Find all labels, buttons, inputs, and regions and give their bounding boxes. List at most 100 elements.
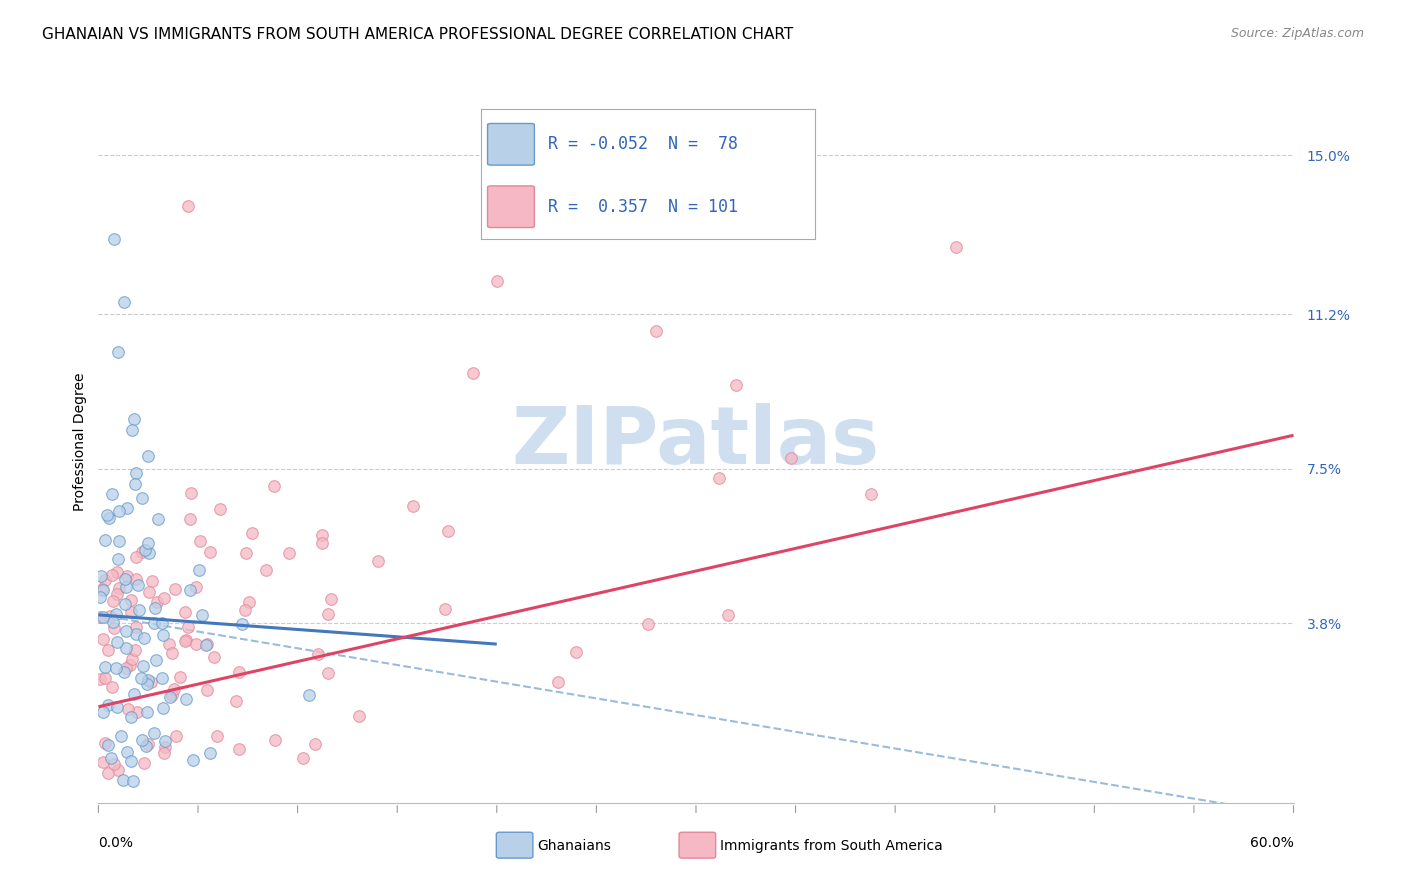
Point xyxy=(160,646,183,660)
Point xyxy=(103,622,125,636)
Point xyxy=(461,366,484,380)
Point xyxy=(367,554,389,568)
Point xyxy=(134,632,156,646)
Y-axis label: Professional Degree: Professional Degree xyxy=(73,372,87,511)
Point xyxy=(169,670,191,684)
Point xyxy=(434,602,457,616)
Point xyxy=(115,746,138,760)
Point xyxy=(124,643,146,657)
Point xyxy=(122,774,145,789)
Point xyxy=(91,755,114,769)
Point xyxy=(235,546,257,560)
Point xyxy=(136,536,159,550)
Point xyxy=(125,627,148,641)
Point xyxy=(105,566,128,580)
Point xyxy=(159,690,181,705)
Point xyxy=(112,294,135,309)
Point xyxy=(304,738,326,752)
Point xyxy=(263,733,285,747)
Point xyxy=(93,533,115,548)
Point xyxy=(98,608,121,623)
Point xyxy=(143,601,166,615)
Point xyxy=(89,673,111,687)
Point xyxy=(105,587,128,601)
Point xyxy=(105,661,128,675)
Point xyxy=(132,659,155,673)
Point xyxy=(112,665,135,680)
Point xyxy=(93,706,115,720)
Point xyxy=(122,687,145,701)
Point xyxy=(207,729,229,743)
Point xyxy=(637,617,659,632)
Point xyxy=(120,592,142,607)
Point xyxy=(291,751,314,765)
Point xyxy=(97,739,120,753)
Point xyxy=(190,533,212,548)
Point xyxy=(128,603,150,617)
Point xyxy=(136,449,159,463)
Point xyxy=(97,643,120,657)
Point xyxy=(176,632,198,647)
Point xyxy=(107,699,129,714)
Point xyxy=(89,590,111,604)
Point xyxy=(125,572,148,586)
Point xyxy=(165,582,187,597)
Point xyxy=(117,702,139,716)
Point xyxy=(707,471,730,485)
Point xyxy=(120,605,142,619)
Point xyxy=(321,592,343,607)
Point xyxy=(129,671,152,685)
Point xyxy=(153,747,176,761)
Point xyxy=(101,594,124,608)
Point xyxy=(138,584,160,599)
Point xyxy=(565,645,588,659)
Point xyxy=(195,682,218,697)
Point xyxy=(184,637,207,651)
Point xyxy=(238,595,260,609)
Point xyxy=(108,533,131,548)
Point xyxy=(105,635,128,649)
Point xyxy=(152,615,174,630)
Point xyxy=(191,608,214,623)
Point xyxy=(114,572,136,586)
Point xyxy=(945,240,967,254)
Point xyxy=(180,486,202,500)
Point xyxy=(136,677,159,691)
Point xyxy=(174,692,197,706)
Point xyxy=(91,632,114,646)
Point xyxy=(107,763,129,777)
Point xyxy=(152,701,174,715)
Point xyxy=(263,479,285,493)
Point xyxy=(94,574,117,588)
Point xyxy=(97,698,120,713)
Point xyxy=(134,543,156,558)
Point xyxy=(179,583,201,598)
Point xyxy=(114,598,136,612)
Point xyxy=(136,705,159,719)
Text: Source: ZipAtlas.com: Source: ZipAtlas.com xyxy=(1230,27,1364,40)
Point xyxy=(311,536,333,550)
Text: 60.0%: 60.0% xyxy=(1250,836,1294,850)
Point xyxy=(125,705,148,719)
Point xyxy=(177,198,200,212)
Point xyxy=(174,634,197,648)
Point xyxy=(860,487,883,501)
Text: Immigrants from South America: Immigrants from South America xyxy=(720,838,942,853)
Point xyxy=(117,568,139,582)
Point xyxy=(145,595,167,609)
Text: 0.0%: 0.0% xyxy=(98,836,134,850)
Point xyxy=(121,423,143,437)
Point xyxy=(91,583,114,598)
Point xyxy=(177,619,200,633)
Point xyxy=(101,680,124,694)
Point xyxy=(200,545,222,559)
Point xyxy=(94,660,117,674)
Point xyxy=(148,512,170,526)
Point xyxy=(153,740,176,755)
Point xyxy=(141,574,163,588)
Point xyxy=(115,580,138,594)
Point xyxy=(120,754,142,768)
Point xyxy=(115,624,138,639)
Point xyxy=(195,638,218,652)
Point xyxy=(136,737,159,751)
